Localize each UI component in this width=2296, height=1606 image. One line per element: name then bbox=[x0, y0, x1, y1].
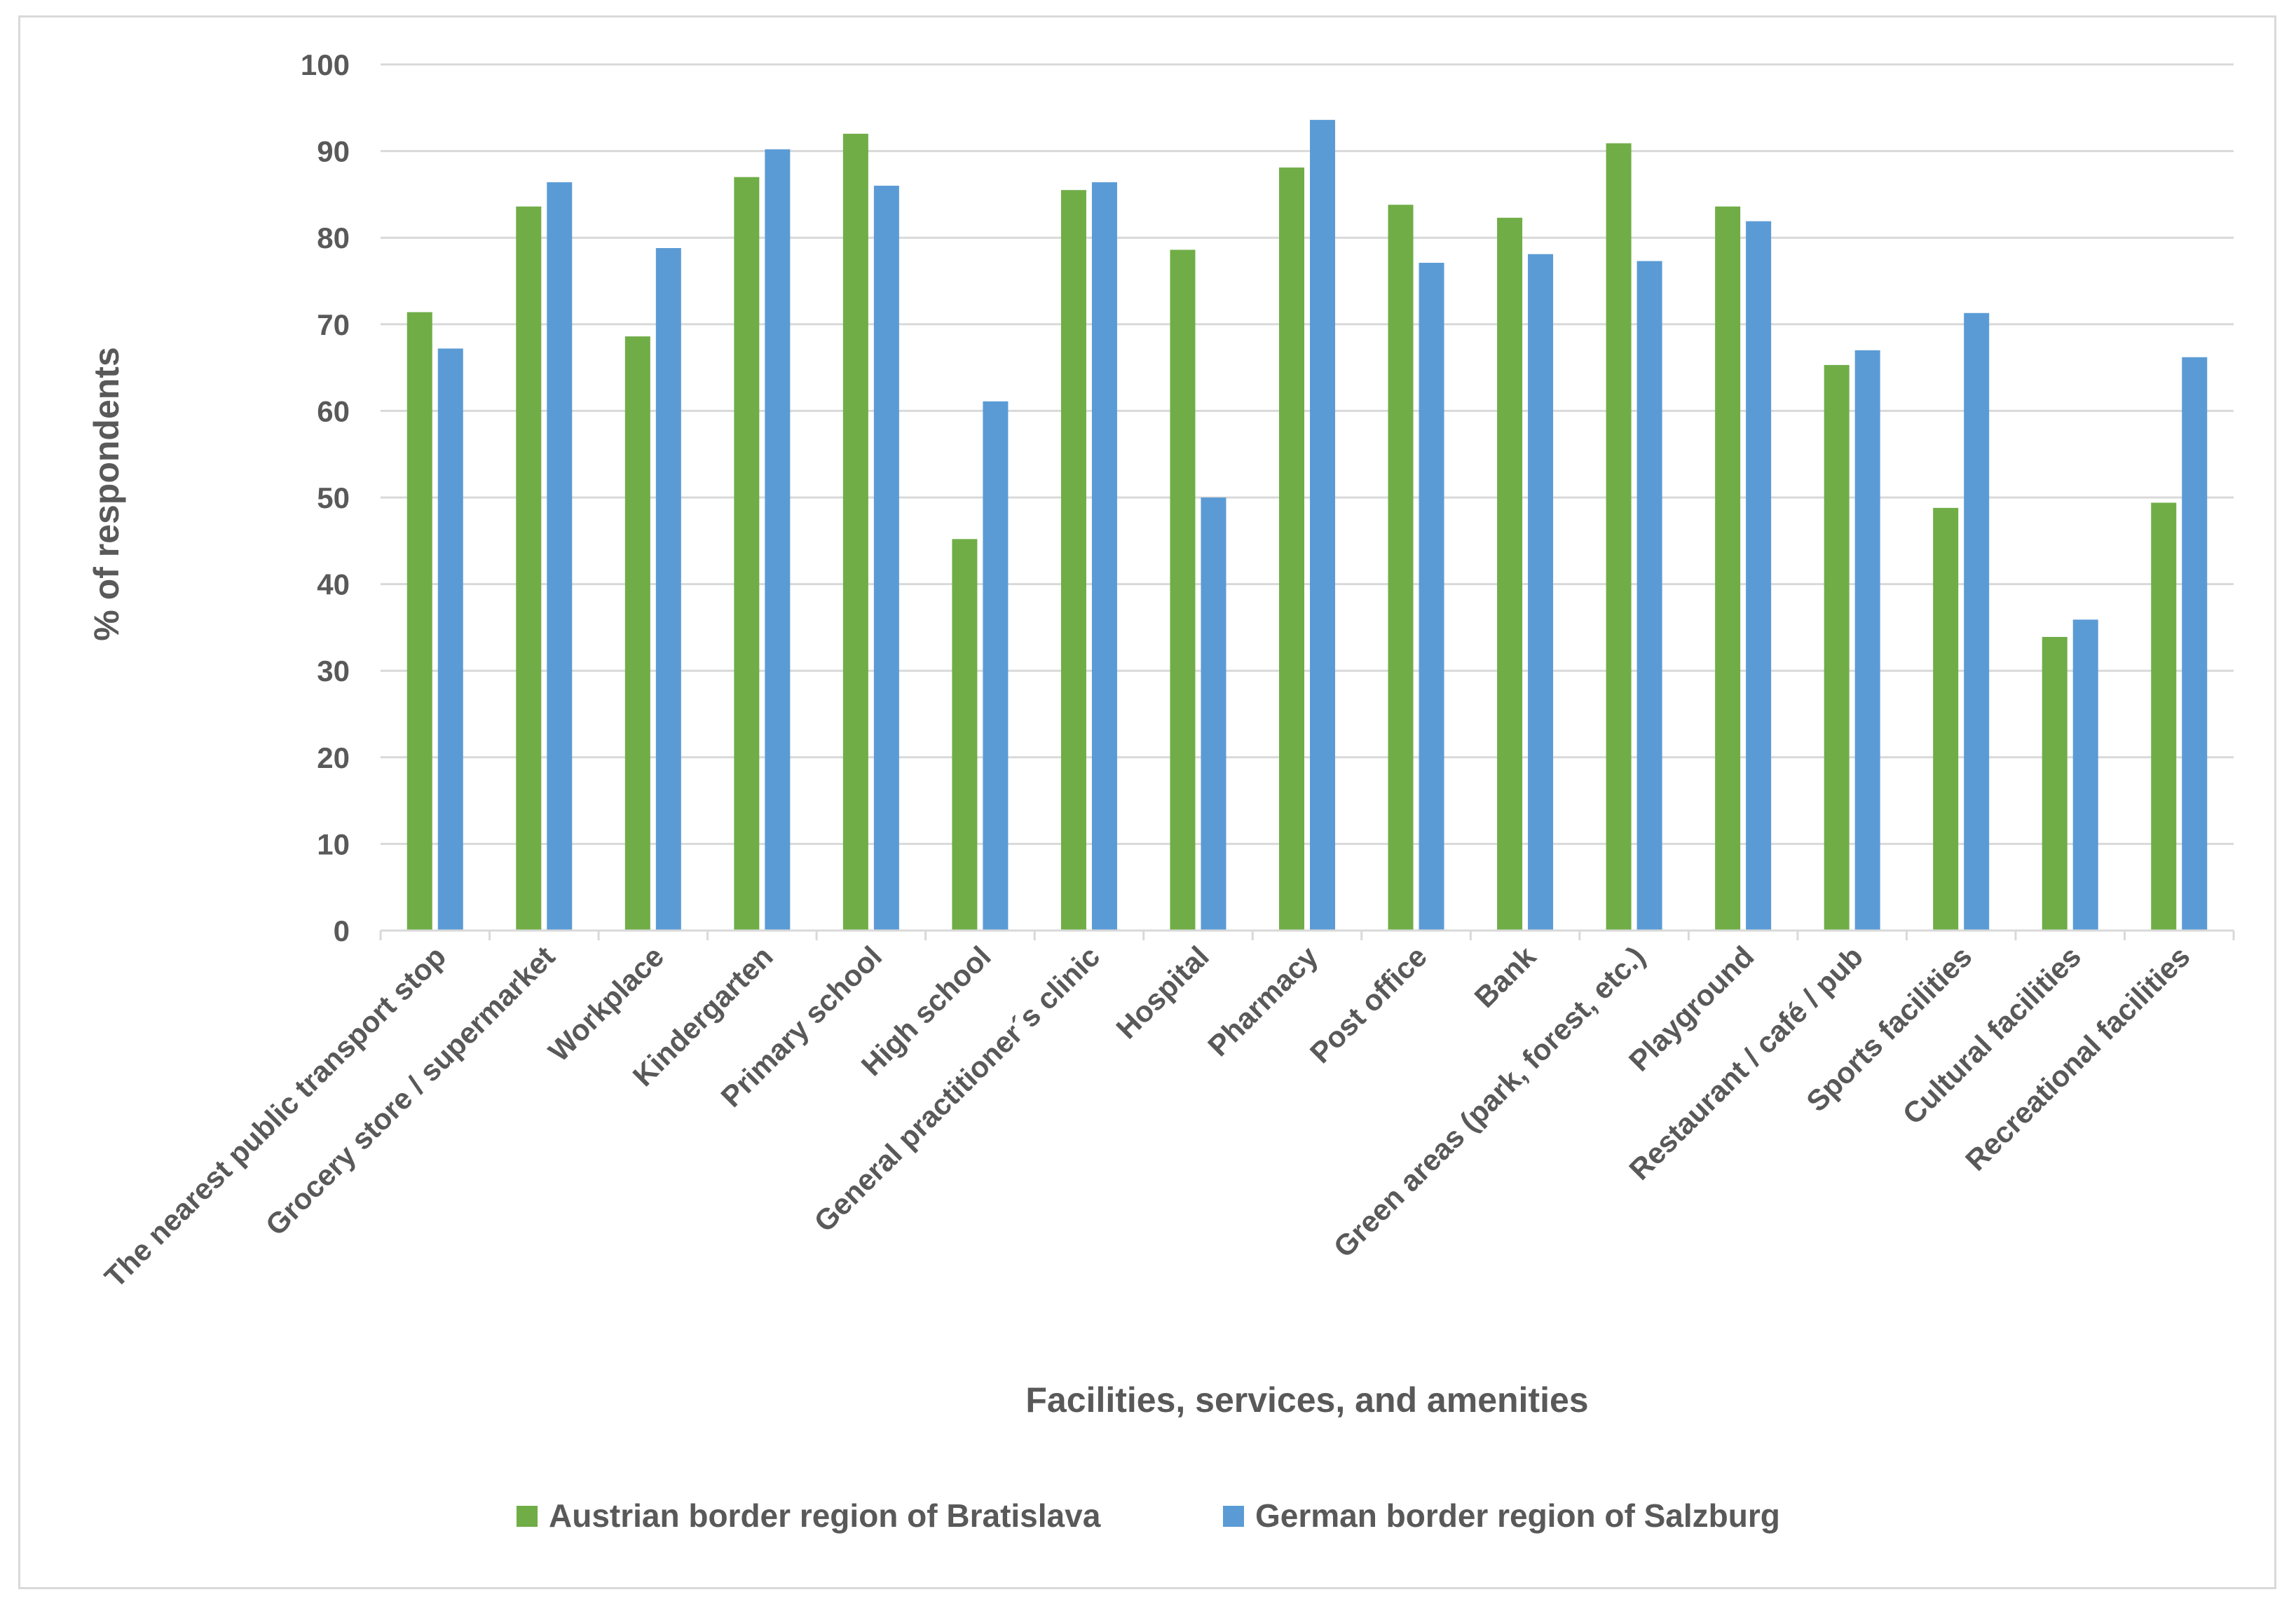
x-category-label: Cultural facilities bbox=[1897, 940, 2088, 1131]
bars bbox=[406, 120, 2208, 931]
bar-bratislava bbox=[1388, 205, 1414, 931]
y-tick-label: 60 bbox=[317, 394, 350, 427]
bar-bratislava bbox=[1497, 217, 1523, 931]
bar-salzburg bbox=[765, 149, 791, 931]
y-tick-label: 50 bbox=[317, 481, 350, 514]
bar-salzburg bbox=[1636, 261, 1662, 931]
x-category-label: Bank bbox=[1468, 940, 1543, 1014]
bar-salzburg bbox=[2072, 619, 2098, 931]
bar-bratislava bbox=[734, 177, 760, 931]
y-tick-label: 90 bbox=[317, 135, 350, 168]
bar-salzburg bbox=[547, 182, 573, 931]
x-axis-category-labels: The nearest public transport stopGrocery… bbox=[98, 940, 2196, 1294]
bar-salzburg bbox=[1854, 350, 1880, 931]
x-category-label: Post office bbox=[1304, 940, 1433, 1069]
bar-bratislava bbox=[1715, 206, 1741, 931]
bar-salzburg bbox=[1201, 497, 1226, 931]
bar-salzburg bbox=[983, 401, 1009, 931]
bar-salzburg bbox=[1528, 254, 1554, 931]
y-tick-label: 0 bbox=[334, 914, 350, 947]
legend-label: German border region of Salzburg bbox=[1255, 1497, 1780, 1534]
legend-swatch bbox=[517, 1506, 538, 1527]
bar-bratislava bbox=[624, 336, 650, 931]
legend: Austrian border region of Bratislava Germ… bbox=[517, 1497, 1780, 1534]
bar-bratislava bbox=[2042, 636, 2068, 931]
bar-bratislava bbox=[1170, 249, 1196, 931]
bar-salzburg bbox=[437, 348, 463, 931]
bar-bratislava bbox=[1279, 167, 1304, 931]
y-tick-label: 100 bbox=[301, 48, 350, 81]
bar-bratislava bbox=[2151, 502, 2177, 931]
bar-salzburg bbox=[1419, 263, 1444, 931]
bar-bratislava bbox=[842, 133, 868, 931]
bar-bratislava bbox=[1060, 190, 1086, 931]
bar-salzburg bbox=[1091, 182, 1117, 931]
y-tick-label: 70 bbox=[317, 308, 350, 341]
gridlines bbox=[381, 63, 2234, 845]
bar-salzburg bbox=[655, 248, 681, 931]
bar-bratislava bbox=[406, 312, 432, 931]
x-category-label: Hospital bbox=[1109, 940, 1215, 1045]
y-tick-label: 80 bbox=[317, 221, 350, 254]
x-category-label: Recreational facilities bbox=[1959, 940, 2196, 1177]
bar-bratislava bbox=[1824, 364, 1850, 931]
legend-label: Austrian border region of Bratislava bbox=[549, 1497, 1101, 1534]
bar-bratislava bbox=[516, 206, 542, 931]
chart-frame: 0 10 20 30 40 50 60 70 80 90 100 The nearest publi… bbox=[18, 15, 2276, 1589]
y-tick-label: 10 bbox=[317, 828, 350, 860]
bar-salzburg bbox=[1310, 120, 1335, 931]
bar-bratislava bbox=[1933, 507, 1959, 931]
bar-salzburg bbox=[873, 186, 899, 931]
y-axis-title: % of respondents bbox=[87, 347, 126, 640]
y-tick-label: 40 bbox=[317, 568, 350, 601]
bar-chart: 0 10 20 30 40 50 60 70 80 90 100 The nearest publi… bbox=[87, 48, 2235, 1534]
bar-salzburg bbox=[2182, 357, 2208, 931]
legend-swatch bbox=[1223, 1506, 1244, 1527]
y-tick-label: 20 bbox=[317, 741, 350, 774]
bar-bratislava bbox=[952, 539, 978, 931]
bar-bratislava bbox=[1606, 143, 1632, 931]
bar-salzburg bbox=[1964, 313, 1990, 931]
x-axis-title: Facilities, services, and amenities bbox=[1025, 1380, 1588, 1420]
x-axis bbox=[379, 929, 2235, 940]
bar-salzburg bbox=[1746, 221, 1772, 931]
y-axis-tick-labels: 0 10 20 30 40 50 60 70 80 90 100 bbox=[301, 48, 350, 947]
y-tick-label: 30 bbox=[317, 654, 350, 687]
